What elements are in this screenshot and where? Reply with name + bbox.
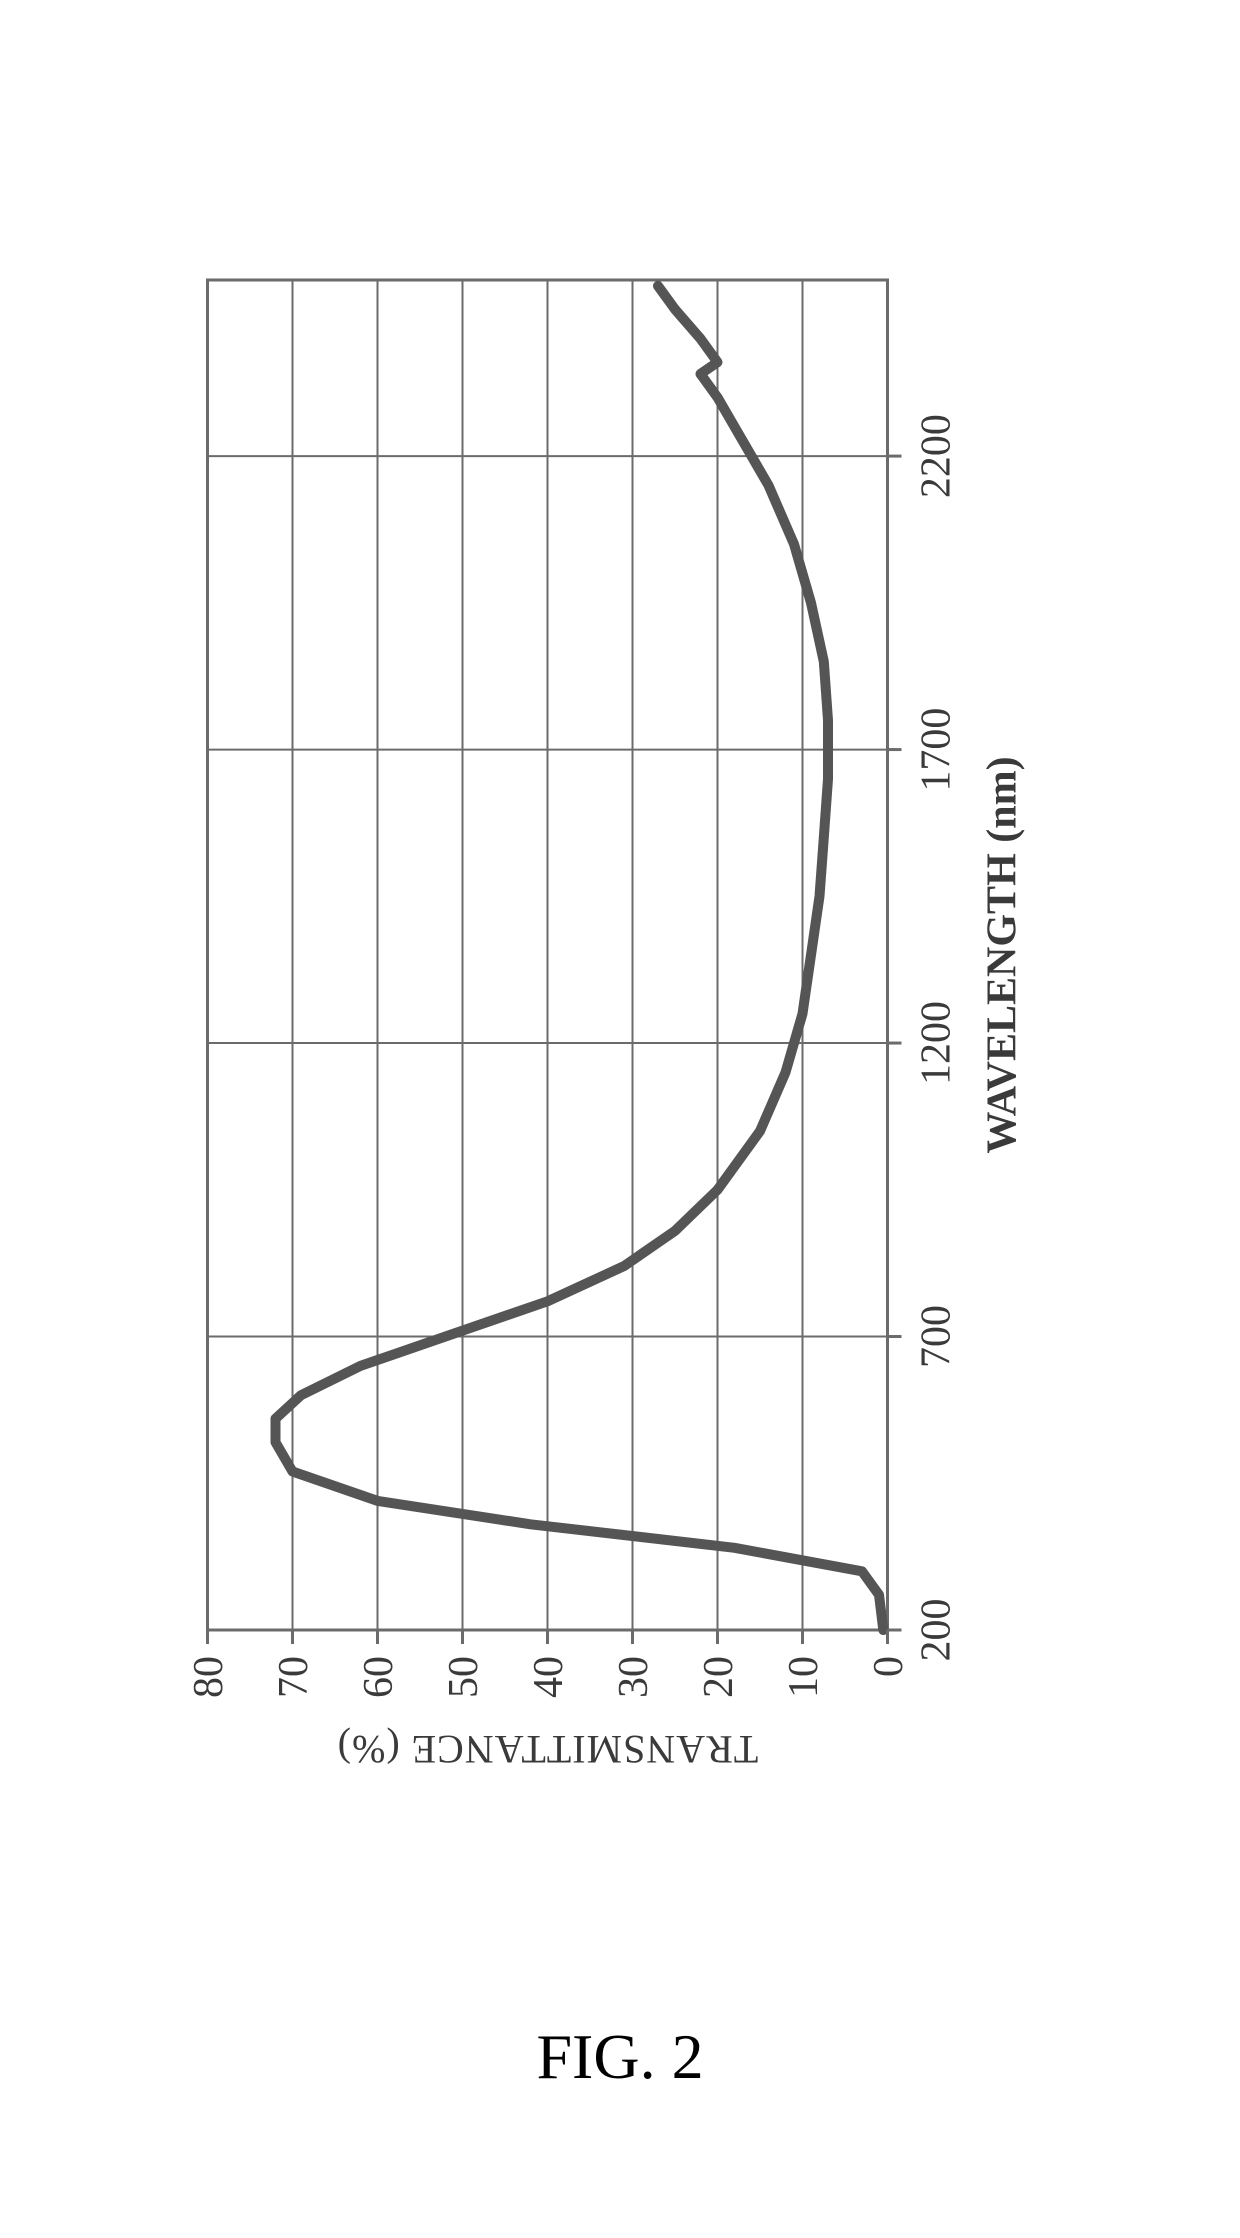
transmittance-chart: 200 700 1200 1700 2200 0 10 20 30 40 50 60 70 80 WAVEL… bbox=[168, 220, 1068, 1820]
figure-label: FIG. 2 bbox=[536, 2020, 703, 2094]
y-tick-label: 0 bbox=[866, 1656, 912, 1677]
x-tick-label: 700 bbox=[914, 1305, 960, 1368]
y-tick-label: 70 bbox=[271, 1656, 317, 1698]
y-tick-label: 80 bbox=[186, 1656, 232, 1698]
y-tick-label: 20 bbox=[696, 1656, 742, 1698]
y-tick-label: 60 bbox=[356, 1656, 402, 1698]
page: 200 700 1200 1700 2200 0 10 20 30 40 50 60 70 80 WAVEL… bbox=[0, 0, 1240, 2238]
x-tick-label: 1700 bbox=[914, 708, 960, 792]
x-tick-label: 1200 bbox=[914, 1001, 960, 1085]
x-axis-label: WAVELENGTH (nm) bbox=[980, 756, 1026, 1153]
chart-container: 200 700 1200 1700 2200 0 10 20 30 40 50 60 70 80 WAVEL… bbox=[168, 220, 1073, 1820]
x-tick-label: 200 bbox=[914, 1599, 960, 1662]
y-tick-label: 50 bbox=[441, 1656, 487, 1698]
y-axis-label: TRANSMITTANCE (%) bbox=[337, 1727, 759, 1772]
y-tick-label: 30 bbox=[611, 1656, 657, 1698]
x-tick-label: 2200 bbox=[914, 414, 960, 498]
y-tick-label: 10 bbox=[781, 1656, 827, 1698]
y-tick-label: 40 bbox=[526, 1656, 572, 1698]
